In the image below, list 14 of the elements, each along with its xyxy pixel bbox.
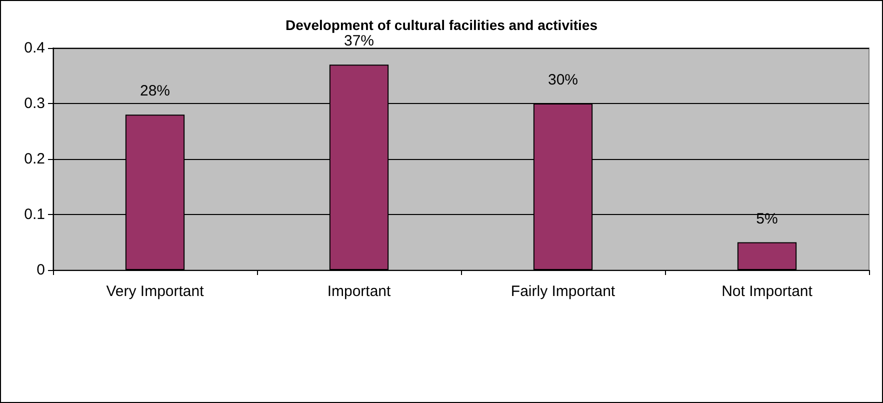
y-tick-label: 0.4 [24, 40, 45, 56]
y-tick-label: 0.2 [24, 150, 45, 168]
x-tick-label: Very Important [106, 283, 205, 300]
y-tick-label: 0.1 [24, 206, 45, 223]
data-label: 28% [140, 82, 170, 100]
bar [737, 242, 797, 270]
x-tick-label: Fairly Important [510, 283, 616, 300]
y-tick-label: 0 [36, 262, 45, 278]
x-tick-label: Important [327, 283, 392, 300]
chart-title: Development of cultural facilities and activities [286, 17, 598, 33]
data-label: 30% [548, 72, 578, 88]
x-tick-label: Not Important [722, 283, 814, 300]
data-label: 37% [344, 32, 374, 50]
y-tick-label: 0.3 [24, 95, 45, 112]
